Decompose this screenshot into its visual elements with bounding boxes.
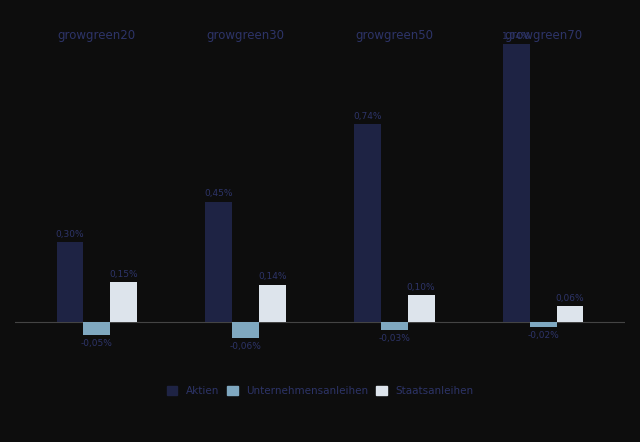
Bar bbox=[259, 285, 286, 322]
Text: -0,02%: -0,02% bbox=[527, 331, 559, 340]
Bar bbox=[530, 322, 557, 328]
Legend: Aktien, Unternehmensanleihen, Staatsanleihen: Aktien, Unternehmensanleihen, Staatsanle… bbox=[161, 381, 479, 402]
Bar bbox=[232, 322, 259, 338]
Text: 0,30%: 0,30% bbox=[56, 229, 84, 239]
Text: 0,10%: 0,10% bbox=[407, 283, 435, 292]
Bar bbox=[354, 125, 381, 322]
Text: -0,05%: -0,05% bbox=[81, 339, 113, 348]
Text: 1,04%: 1,04% bbox=[502, 32, 531, 41]
Text: growgreen20: growgreen20 bbox=[58, 29, 136, 42]
Text: 0,74%: 0,74% bbox=[353, 112, 382, 121]
Text: growgreen70: growgreen70 bbox=[504, 29, 582, 42]
Text: growgreen30: growgreen30 bbox=[207, 29, 285, 42]
Text: growgreen50: growgreen50 bbox=[355, 29, 433, 42]
Text: -0,03%: -0,03% bbox=[378, 334, 410, 343]
Text: 0,45%: 0,45% bbox=[205, 190, 233, 198]
Bar bbox=[110, 282, 137, 322]
Bar bbox=[503, 44, 530, 322]
Bar bbox=[205, 202, 232, 322]
Bar bbox=[557, 306, 583, 322]
Bar bbox=[381, 322, 408, 330]
Bar bbox=[57, 242, 83, 322]
Text: -0,06%: -0,06% bbox=[230, 342, 262, 351]
Bar bbox=[408, 295, 435, 322]
Text: 0,15%: 0,15% bbox=[109, 270, 138, 278]
Bar bbox=[83, 322, 110, 335]
Text: 0,06%: 0,06% bbox=[556, 293, 584, 303]
Text: 0,14%: 0,14% bbox=[258, 272, 287, 281]
